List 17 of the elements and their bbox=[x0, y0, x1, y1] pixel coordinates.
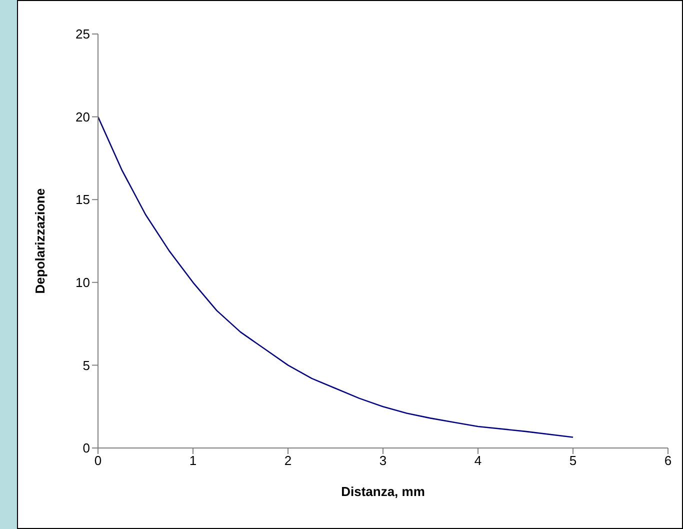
x-tick-label: 1 bbox=[189, 453, 197, 468]
x-tick-label: 0 bbox=[94, 453, 102, 468]
y-tick-label: 20 bbox=[76, 109, 90, 124]
y-tick-label: 5 bbox=[82, 358, 90, 373]
x-tick-label: 4 bbox=[474, 453, 482, 468]
y-axis-title: Depolarizzazione bbox=[32, 188, 48, 294]
y-tick-label: 10 bbox=[76, 275, 90, 290]
y-tick-label: 25 bbox=[76, 26, 90, 42]
y-tick-label: 15 bbox=[76, 192, 90, 208]
x-axis-title: Distanza, mm bbox=[341, 484, 425, 499]
x-tick-label: 5 bbox=[569, 453, 577, 468]
x-tick-label: 3 bbox=[379, 453, 387, 468]
y-tick-label: 0 bbox=[82, 440, 90, 456]
chart-panel: 0 1 2 3 4 5 6 Distanza, mm 0 5 10 15 20 25 Depolarizzazione bbox=[17, 0, 683, 529]
x-tick-label: 2 bbox=[284, 453, 292, 468]
x-tick-label: 6 bbox=[664, 453, 672, 468]
line-series bbox=[98, 116, 574, 438]
